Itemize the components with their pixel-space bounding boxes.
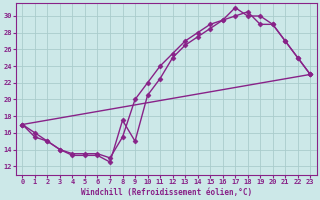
X-axis label: Windchill (Refroidissement éolien,°C): Windchill (Refroidissement éolien,°C): [81, 188, 252, 197]
